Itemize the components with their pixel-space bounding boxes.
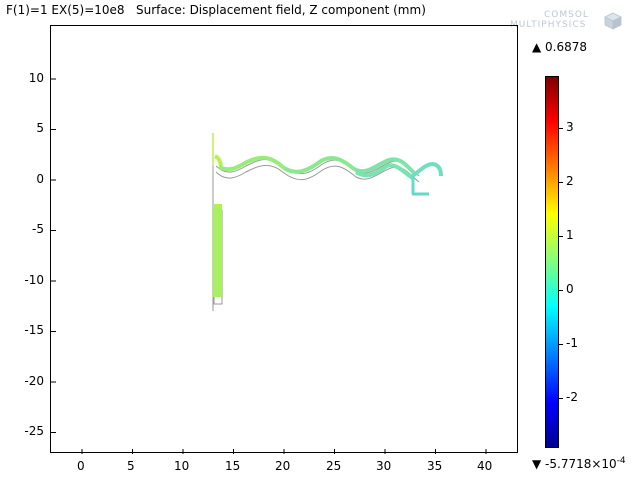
x-tick-label: 40: [477, 459, 493, 473]
colorbar-tick-label: 3: [566, 120, 574, 134]
x-tick-label: 30: [376, 459, 392, 473]
y-tick-label: 5: [36, 121, 44, 135]
colorbar-tick-label: 1: [566, 228, 574, 242]
y-tick-label: -15: [24, 323, 44, 337]
x-tick-marks: [81, 449, 487, 454]
x-tick-label: 35: [427, 459, 443, 473]
x-tick-label: 5: [127, 459, 135, 473]
x-tick-label: 10: [174, 459, 190, 473]
colorbar-tick-label: -2: [566, 390, 578, 404]
colorbar-max-label: ▲ 0.6878: [532, 40, 588, 54]
x-tick-label: 20: [275, 459, 291, 473]
y-tick-label: -25: [24, 424, 44, 438]
colorbar: [545, 76, 559, 448]
y-tick-marks: [51, 78, 56, 433]
y-tick-label: 10: [28, 71, 44, 85]
y-tick-label: -5: [32, 222, 44, 236]
y-tick-label: -10: [24, 273, 44, 287]
colorbar-tick-label: -1: [566, 336, 578, 350]
x-tick-label: 25: [326, 459, 342, 473]
y-tick-label: 0: [36, 172, 44, 186]
x-tick-label: 15: [225, 459, 241, 473]
colorbar-tick-label: 2: [566, 174, 574, 188]
cube-icon: [604, 12, 622, 30]
deformed-geometry: [212, 133, 443, 297]
x-tick-label: 0: [77, 459, 85, 473]
comsol-logo: COMSOL MULTIPHYSICS: [508, 10, 623, 34]
plot-canvas: 0 5 10 15 20 25 30 35 40: [51, 78, 487, 454]
colorbar-min-label: ▼ -5.7718×10-4: [532, 456, 626, 471]
plot-title: F(1)=1 EX(5)=10e8 Surface: Displacement …: [6, 3, 426, 17]
y-tick-label: -20: [24, 374, 44, 388]
plot-area[interactable]: 0 5 10 15 20 25 30 35 40: [50, 25, 518, 454]
colorbar-tick-label: 0: [566, 282, 574, 296]
